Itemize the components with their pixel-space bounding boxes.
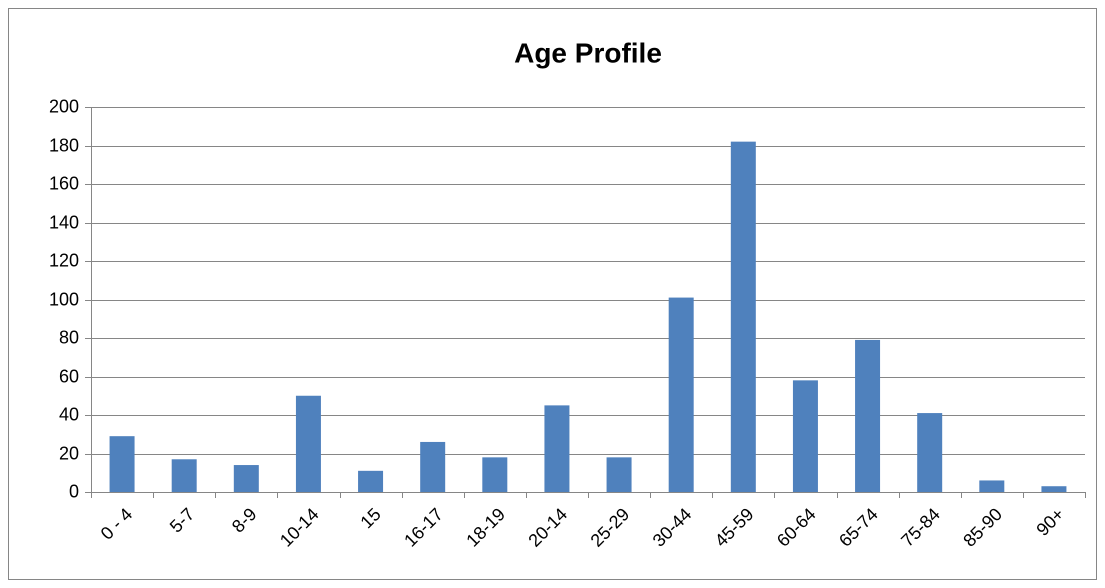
bar [606, 457, 632, 492]
bar [420, 441, 446, 492]
bar [358, 470, 384, 492]
y-tick-label: 60 [59, 366, 79, 386]
chart-title: Age Profile [514, 37, 662, 68]
bar [792, 380, 818, 492]
y-tick-label: 140 [49, 212, 79, 232]
y-tick-label: 100 [49, 289, 79, 309]
chart-border [8, 8, 1097, 580]
y-tick-label: 20 [59, 443, 79, 463]
bar [295, 395, 321, 492]
bar [730, 141, 756, 492]
bar [917, 413, 943, 492]
y-tick-label: 200 [49, 96, 79, 116]
y-tick-label: 0 [69, 481, 79, 501]
bar [544, 405, 570, 492]
bar [1041, 486, 1067, 492]
bar [979, 480, 1005, 492]
y-tick-label: 40 [59, 404, 79, 424]
y-tick-label: 180 [49, 135, 79, 155]
bar [233, 465, 259, 492]
bar [109, 436, 135, 492]
bar [668, 297, 694, 492]
y-tick-label: 80 [59, 327, 79, 347]
bar [482, 457, 508, 492]
y-tick-label: 120 [49, 250, 79, 270]
y-tick-label: 160 [49, 173, 79, 193]
bar [171, 459, 197, 492]
bar [855, 339, 881, 492]
